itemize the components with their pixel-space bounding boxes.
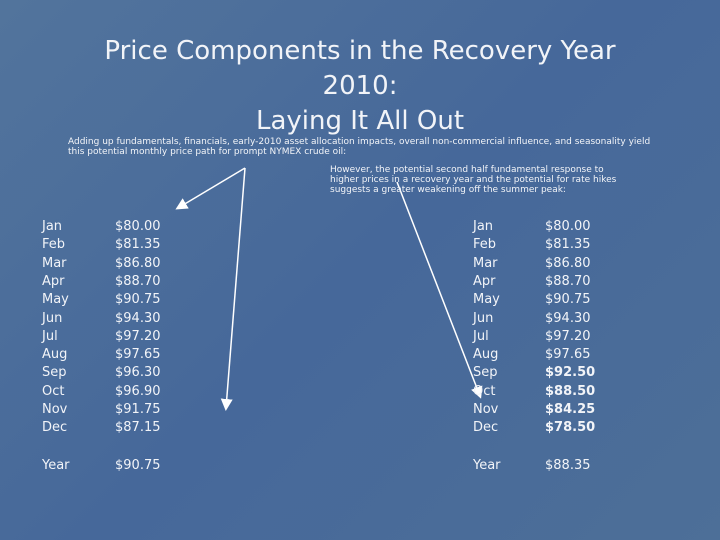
arrow xyxy=(396,181,483,399)
month: Feb xyxy=(42,237,66,253)
title-line: Laying It All Out xyxy=(255,106,465,136)
month: May xyxy=(42,292,69,308)
month: Dec xyxy=(42,420,68,436)
month: Nov xyxy=(42,402,68,417)
month: Dec xyxy=(473,420,499,436)
price: $78.50 xyxy=(545,420,596,436)
price: $97.20 xyxy=(545,328,591,344)
month: May xyxy=(473,292,500,308)
month: Nov xyxy=(473,402,499,417)
price: $94.30 xyxy=(115,310,161,326)
price: $88.70 xyxy=(115,273,161,289)
price: $81.35 xyxy=(115,237,161,253)
title: Price Components in the Recovery Year 201… xyxy=(0,34,720,139)
price: $88.70 xyxy=(545,273,591,289)
month: Mar xyxy=(473,255,498,271)
month: Sep xyxy=(473,365,498,381)
arrow xyxy=(220,167,246,411)
month: Jan xyxy=(473,219,494,234)
price: $84.25 xyxy=(545,402,596,417)
arrow xyxy=(175,167,246,210)
month: Jul xyxy=(42,328,58,344)
price: $81.35 xyxy=(545,237,591,253)
price: $96.90 xyxy=(115,383,161,399)
month: Jan xyxy=(42,219,63,234)
month: Aug xyxy=(42,347,68,363)
month: Mar xyxy=(42,255,67,271)
price: $86.80 xyxy=(115,255,161,271)
price: $90.75 xyxy=(115,292,161,308)
price: $96.30 xyxy=(115,365,161,381)
month: Oct xyxy=(473,383,496,399)
month: Feb xyxy=(473,237,497,253)
month: Aug xyxy=(473,347,499,363)
month: Jun xyxy=(473,310,494,326)
price: $80.00 xyxy=(545,219,591,234)
price: $97.65 xyxy=(115,347,161,363)
price: $97.65 xyxy=(545,347,591,363)
month: Jul xyxy=(473,328,489,344)
price: $91.75 xyxy=(115,402,161,417)
price: $97.20 xyxy=(115,328,161,344)
year-price: $88.35 xyxy=(545,458,591,473)
year-label: Year xyxy=(473,458,501,473)
price: $92.50 xyxy=(545,365,596,381)
title-line: 2010: xyxy=(322,71,398,101)
note-text: However, the potential second half funda… xyxy=(330,165,617,195)
year-label: Year xyxy=(42,458,70,473)
month: Apr xyxy=(42,273,65,289)
month: Apr xyxy=(473,273,496,289)
price: $90.75 xyxy=(545,292,591,308)
month: Oct xyxy=(42,383,65,399)
price: $87.15 xyxy=(115,420,161,436)
title-line: Price Components in the Recovery Year xyxy=(104,36,616,66)
price: $86.80 xyxy=(545,255,591,271)
year-price: $90.75 xyxy=(115,458,161,473)
price: $94.30 xyxy=(545,310,591,326)
intro-text: Adding up fundamentals, financials, earl… xyxy=(68,137,651,157)
price: $88.50 xyxy=(545,383,596,399)
month: Sep xyxy=(42,365,67,381)
month: Jun xyxy=(42,310,63,326)
price: $80.00 xyxy=(115,219,161,234)
